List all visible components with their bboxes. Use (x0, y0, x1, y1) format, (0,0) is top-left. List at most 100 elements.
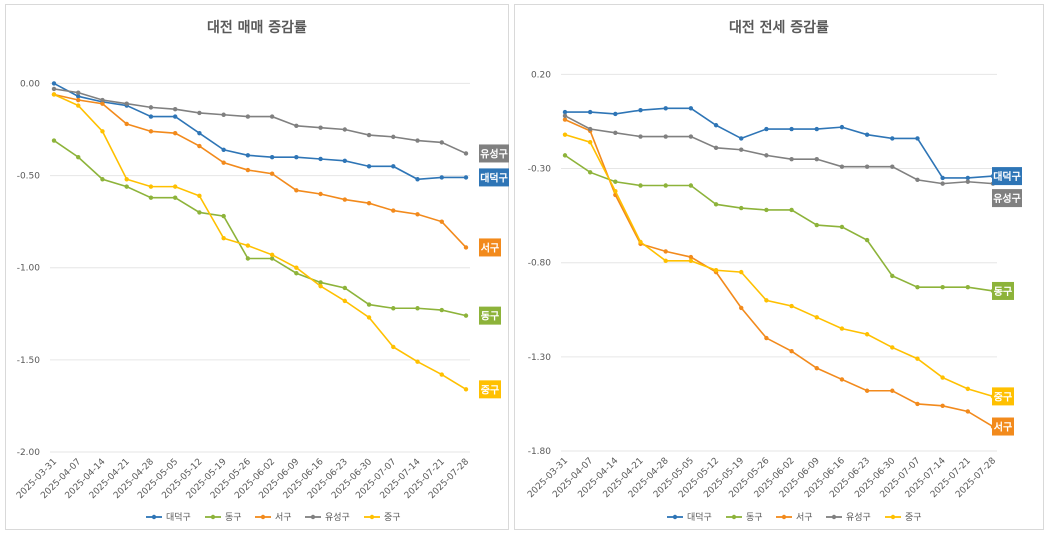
legend-label: 중구 (905, 512, 922, 523)
series-line (564, 154, 994, 292)
data-point (197, 193, 202, 199)
data-point (713, 123, 719, 128)
data-point (940, 375, 945, 380)
data-point (366, 201, 372, 206)
data-point (439, 307, 444, 313)
data-point (318, 156, 323, 162)
data-point (51, 138, 57, 143)
y-tick-label: -0.80 (528, 259, 552, 269)
data-point (764, 126, 769, 132)
data-point (148, 184, 154, 189)
series-end-label-box (992, 417, 1014, 436)
data-point (814, 156, 819, 162)
data-point (890, 345, 895, 350)
series-end-label: 유성구 (480, 147, 508, 160)
data-point (124, 101, 129, 106)
data-point (221, 147, 226, 152)
chart-title: 대전 전세 증감률 (729, 20, 829, 36)
data-point (764, 153, 769, 158)
data-point (739, 136, 744, 141)
data-point (439, 372, 444, 377)
data-point (562, 132, 568, 137)
data-point (839, 377, 845, 382)
y-tick-label: -2.00 (17, 448, 41, 458)
data-point (245, 114, 251, 119)
data-point (814, 222, 819, 228)
data-point (463, 387, 469, 392)
legend-marker (781, 514, 787, 520)
data-point (148, 195, 154, 200)
data-point (197, 110, 202, 116)
data-point (789, 303, 794, 309)
series-end-label-box (992, 387, 1014, 406)
data-point (221, 160, 226, 165)
data-point (562, 109, 568, 115)
y-tick-label: -0.50 (17, 172, 41, 182)
data-point (318, 283, 323, 289)
series-end-label: 대덕구 (480, 171, 508, 184)
legend-label: 서구 (796, 512, 813, 523)
data-point (940, 181, 945, 186)
data-point (965, 179, 971, 184)
data-point (587, 109, 593, 115)
data-point (342, 285, 348, 291)
data-point (463, 313, 469, 318)
data-point (890, 136, 895, 141)
data-point (915, 284, 920, 290)
y-tick-label: -0.30 (528, 165, 552, 175)
data-point (51, 86, 57, 92)
data-point (915, 356, 920, 361)
series-end-label: 유성구 (993, 192, 1021, 205)
data-point (839, 224, 845, 230)
data-point (245, 243, 251, 248)
y-tick-label: -1.30 (528, 353, 552, 363)
data-point (245, 167, 251, 173)
data-point (587, 140, 593, 145)
data-point (245, 153, 251, 158)
data-point (342, 298, 348, 304)
data-point (638, 107, 643, 113)
data-point (76, 154, 81, 160)
data-point (294, 271, 299, 276)
data-point (269, 171, 275, 176)
data-point (415, 306, 420, 311)
legend-label: 유성구 (325, 512, 350, 523)
data-point (688, 134, 694, 139)
data-point (391, 306, 396, 311)
data-point (890, 164, 895, 169)
legend-marker (369, 514, 375, 520)
data-point (391, 344, 396, 350)
data-point (864, 332, 870, 337)
data-point (663, 183, 668, 188)
data-point (76, 90, 81, 95)
data-point (415, 177, 420, 182)
legend-label: 대덕구 (166, 512, 191, 523)
data-point (814, 126, 819, 132)
sales-chart-panel: 대전 매매 증감률 0.00 -0.50 -1.00 -1.50 -2.00 2025-0… (5, 4, 509, 530)
data-point (663, 258, 668, 264)
data-point (890, 388, 895, 393)
legend-marker (260, 514, 266, 520)
data-point (739, 147, 744, 152)
data-point (415, 212, 420, 217)
data-point (940, 175, 945, 181)
data-point (197, 210, 202, 215)
y-tick-label: -1.00 (17, 264, 41, 274)
data-point (864, 132, 870, 137)
data-point (839, 124, 845, 130)
data-point (839, 326, 845, 331)
legend-label: 동구 (746, 512, 763, 523)
data-point (638, 183, 643, 188)
data-point (638, 134, 643, 139)
data-point (76, 94, 81, 99)
series-line (53, 139, 467, 317)
data-point (739, 305, 744, 311)
data-point (197, 130, 202, 136)
data-point (965, 175, 971, 181)
series-end-label-box (479, 306, 501, 325)
data-point (172, 130, 178, 136)
data-point (439, 175, 444, 180)
series-end-label-box (479, 168, 509, 187)
y-tick-label: -1.50 (17, 356, 41, 366)
jeonse-line-chart: 0.20-0.30-0.80-1.30-1.802025-03-312025-0… (526, 70, 1022, 523)
